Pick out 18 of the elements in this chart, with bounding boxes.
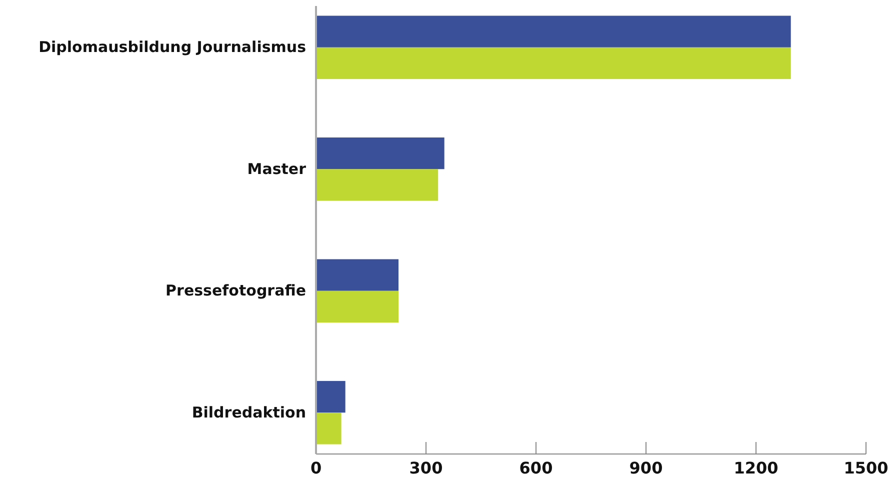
x-tick-label: 1200 [734,458,778,478]
x-tick-label: 600 [519,458,553,478]
y-tick-label: Master [247,160,307,178]
x-tick-label: 900 [629,458,663,478]
bar [316,380,346,413]
bar [316,412,342,444]
bar [316,290,398,323]
bar [316,259,398,291]
x-tick-label: 1500 [844,458,888,478]
bar [316,137,444,170]
bar [316,47,791,80]
bar [316,16,791,48]
x-tick-label: 300 [409,458,443,478]
y-tick-label: Pressefotografie [166,282,306,300]
y-tick-label: Diplomausbildung Journalismus [38,38,306,56]
x-tick-label: 0 [310,458,322,478]
bar [316,169,438,201]
y-tick-label: Bildredaktion [192,403,306,422]
